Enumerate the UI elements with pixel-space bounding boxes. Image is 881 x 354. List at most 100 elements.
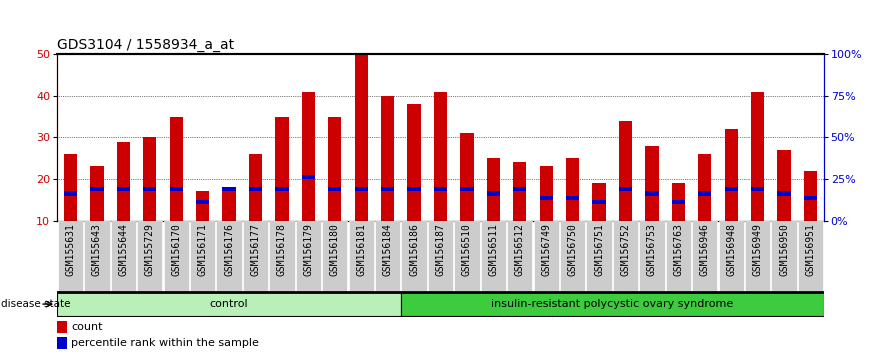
Bar [328,187,341,192]
Bar [618,187,633,192]
Bar [513,187,527,192]
Bar [666,221,691,291]
Text: GSM155643: GSM155643 [92,223,102,275]
Bar [243,221,268,291]
Text: GSM156751: GSM156751 [594,223,604,275]
Bar [534,221,559,291]
Bar [434,92,447,221]
Bar [169,116,183,221]
Bar [640,221,664,291]
Bar [772,221,796,291]
Text: GSM156187: GSM156187 [435,223,446,275]
Bar [190,221,215,291]
Bar [803,195,818,200]
Bar [275,116,288,221]
Bar [57,337,67,349]
Bar [613,221,638,291]
Text: GSM156171: GSM156171 [197,223,208,275]
Text: GSM155729: GSM155729 [144,223,155,275]
Bar [803,171,818,221]
Bar [777,192,791,195]
Bar [58,221,83,291]
Text: GSM156750: GSM156750 [567,223,578,275]
Bar [222,187,235,192]
Text: GSM156184: GSM156184 [382,223,393,275]
Text: GSM156511: GSM156511 [488,223,499,275]
Bar [270,221,294,291]
Text: GSM156949: GSM156949 [752,223,763,275]
Text: GDS3104 / 1558934_a_at: GDS3104 / 1558934_a_at [57,38,234,52]
Bar [275,187,288,192]
Bar [507,221,532,291]
Bar [85,221,109,291]
Text: GSM156170: GSM156170 [171,223,181,275]
Bar [217,221,241,291]
Bar [196,200,210,204]
Bar [301,92,315,221]
Bar [751,187,765,192]
Bar [116,187,130,192]
Bar [560,221,585,291]
Bar [144,137,157,221]
Bar [354,54,368,221]
Bar [169,187,183,192]
Bar [428,221,453,291]
Bar [798,221,823,291]
Text: GSM156948: GSM156948 [726,223,737,275]
Bar [57,292,401,316]
Text: GSM156951: GSM156951 [805,223,816,275]
Bar [698,192,712,195]
Bar [164,221,189,291]
Bar [196,192,210,221]
Bar [381,187,395,192]
Bar [618,121,633,221]
Bar [645,192,658,195]
Bar [460,187,474,192]
Bar [349,221,374,291]
Bar [745,221,770,291]
Bar [777,150,791,221]
Bar [566,158,580,221]
Bar [354,187,368,192]
Bar [137,221,162,291]
Text: control: control [210,299,248,309]
Bar [328,116,341,221]
Bar [111,221,136,291]
Bar [672,183,685,221]
Bar [539,166,553,221]
Bar [407,187,421,192]
Bar [724,187,738,192]
Bar [222,187,235,221]
Bar [513,162,527,221]
Text: GSM155644: GSM155644 [118,223,129,275]
Text: GSM156186: GSM156186 [409,223,419,275]
Bar [63,154,78,221]
Bar [539,195,553,200]
Text: GSM156179: GSM156179 [303,223,314,275]
Text: GSM156763: GSM156763 [673,223,684,275]
Bar [91,166,104,221]
Text: GSM156512: GSM156512 [515,223,525,275]
Text: GSM156178: GSM156178 [277,223,287,275]
Bar [407,104,421,221]
Text: GSM156950: GSM156950 [779,223,789,275]
Bar [116,142,130,221]
Text: GSM156180: GSM156180 [329,223,340,275]
Bar [698,154,712,221]
Bar [592,183,606,221]
Bar [724,129,738,221]
Bar [672,200,685,204]
Bar [301,175,315,179]
Text: GSM156181: GSM156181 [356,223,366,275]
Bar [375,221,400,291]
Bar [91,187,104,192]
Bar [486,192,500,195]
Bar [751,92,765,221]
Text: GSM156946: GSM156946 [700,223,710,275]
Text: GSM156752: GSM156752 [620,223,631,275]
Bar [57,321,67,333]
Bar [481,221,506,291]
Text: percentile rank within the sample: percentile rank within the sample [71,338,259,348]
Bar [460,133,474,221]
Bar [402,221,426,291]
